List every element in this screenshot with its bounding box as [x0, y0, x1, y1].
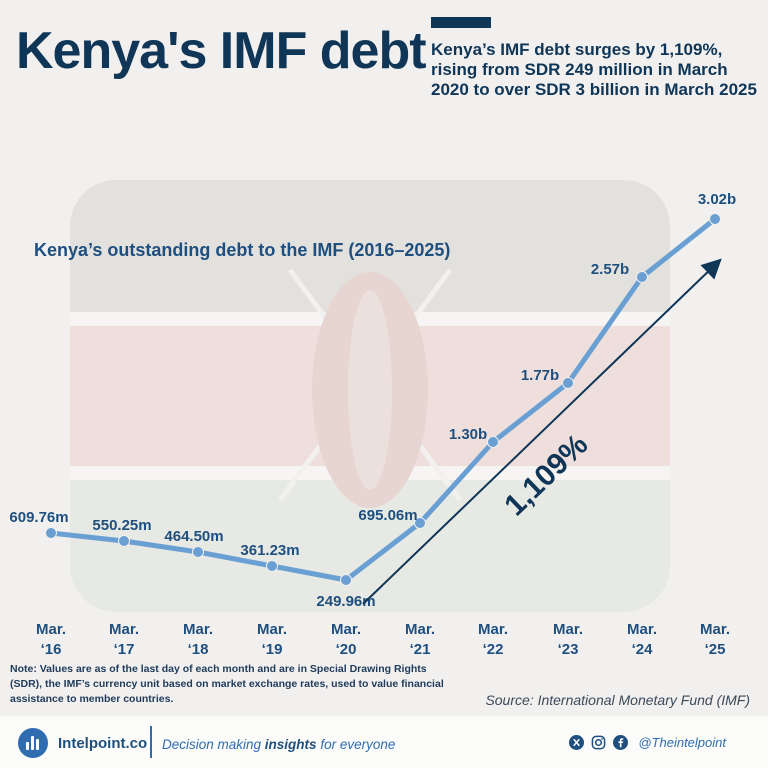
data-label: 1.77b: [521, 367, 559, 384]
series-line: [48, 216, 718, 583]
data-point: [487, 436, 499, 448]
x-tick-label: Mar.: [257, 621, 287, 638]
growth-arrow: [362, 258, 722, 605]
data-point: [636, 271, 648, 283]
x-tick-label: ‘17: [114, 641, 135, 658]
x-tick-label: ‘25: [705, 641, 726, 658]
data-label: 609.76m: [9, 509, 68, 526]
x-tick-label: ‘22: [483, 641, 504, 658]
footer: Intelpoint.co Decision making insights f…: [0, 716, 768, 768]
x-tick-label: Mar.: [627, 621, 657, 638]
social-links: @Theintelpoint: [568, 734, 726, 750]
data-point: [192, 546, 204, 558]
x-icon[interactable]: [568, 734, 584, 750]
data-point: [414, 517, 426, 529]
data-label: 2.57b: [591, 261, 629, 278]
logo-icon: [18, 728, 48, 758]
facebook-icon[interactable]: [612, 734, 628, 750]
x-tick-label: ‘23: [558, 641, 579, 658]
x-tick-label: ‘21: [410, 641, 431, 658]
data-label: 1.30b: [449, 426, 487, 443]
x-tick-label: Mar.: [700, 621, 730, 638]
data-label: 550.25m: [92, 517, 151, 534]
data-label: 464.50m: [164, 528, 223, 545]
data-point: [118, 535, 130, 547]
page-title: Kenya's IMF debt: [16, 22, 427, 80]
footer-divider: [150, 726, 152, 758]
x-tick-label: ‘20: [336, 641, 357, 658]
x-tick-label: ‘16: [41, 641, 62, 658]
tagline-post: for everyone: [316, 737, 396, 752]
tagline-pre: Decision making: [162, 737, 265, 752]
x-tick-label: ‘19: [262, 641, 283, 658]
social-handle[interactable]: @Theintelpoint: [638, 734, 726, 750]
source-text: Source: International Monetary Fund (IMF…: [485, 692, 750, 708]
subtitle: Kenya’s IMF debt surges by 1,109%, risin…: [431, 40, 757, 99]
tagline-bold: insights: [264, 737, 317, 752]
chart-title: Kenya’s outstanding debt to the IMF (201…: [34, 240, 451, 260]
data-label: 3.02b: [698, 191, 736, 208]
data-point: [340, 574, 352, 587]
data-point: [562, 377, 574, 389]
growth-annotation: 1,109%: [498, 428, 594, 522]
x-tick-label: ‘18: [188, 641, 209, 658]
tagline: Decision making insights for everyone: [162, 737, 395, 752]
x-tick-label: Mar.: [331, 621, 361, 638]
data-label: 695.06m: [358, 507, 417, 524]
accent-bar: [431, 17, 491, 28]
x-tick-label: Mar.: [36, 621, 66, 638]
x-tick-label: Mar.: [183, 621, 213, 638]
brand-name[interactable]: Intelpoint.co: [58, 735, 148, 752]
data-label: 249.96m: [316, 593, 375, 610]
data-point: [709, 213, 721, 225]
footnote: Note: Values are as of the last day of e…: [10, 663, 444, 705]
x-tick-label: Mar.: [553, 621, 583, 638]
data-point: [266, 560, 278, 572]
data-point: [45, 527, 57, 539]
x-tick-label: Mar.: [109, 621, 139, 638]
x-tick-label: ‘24: [632, 641, 654, 658]
instagram-icon[interactable]: [590, 734, 606, 750]
data-label: 361.23m: [240, 542, 299, 559]
x-tick-label: Mar.: [478, 621, 508, 638]
x-tick-label: Mar.: [405, 621, 435, 638]
